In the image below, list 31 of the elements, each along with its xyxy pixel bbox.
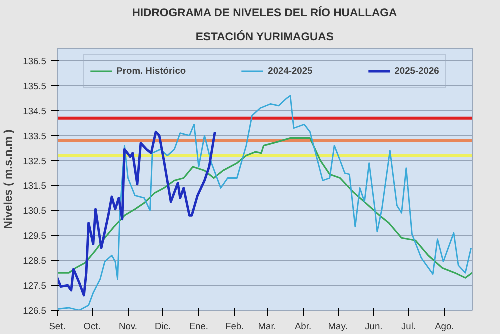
y-tick-label: 133.5 (23, 131, 46, 142)
y-tick-label: 126.5 (23, 306, 46, 316)
y-axis-title: Niveles ( m.s.n.m ) (3, 130, 16, 230)
y-tick-label: 127.5 (23, 281, 46, 292)
y-tick-label: 128.5 (23, 256, 46, 266)
x-tick-label: Dic. (154, 322, 172, 332)
x-tick-label: Ago. (435, 322, 454, 332)
legend-label: Prom. Histórico (116, 66, 186, 76)
x-tick-label: Nov. (118, 322, 138, 332)
y-tick-label: 136.5 (23, 56, 46, 66)
legend-label: 2024-2025 (268, 66, 313, 76)
x-tick-label: Abr. (294, 322, 312, 332)
x-tick-label: Ene. (189, 322, 209, 332)
x-tick-label: Oct. (84, 322, 101, 332)
y-tick-label: 129.5 (23, 231, 46, 242)
chart-subtitle: ESTACIÓN YURIMAGUAS (196, 30, 334, 44)
y-tick-label: 131.5 (23, 181, 46, 192)
x-tick-label: Set. (49, 322, 66, 332)
x-tick-label: Mar. (258, 322, 276, 332)
y-tick-label: 135.5 (23, 81, 46, 92)
y-tick-label: 134.5 (23, 106, 46, 116)
line-series (58, 130, 216, 297)
y-tick-label: 130.5 (23, 206, 46, 216)
x-tick-label: Jul. (401, 322, 416, 332)
x-tick-label: Jun. (365, 322, 383, 332)
x-tick-label: Feb. (226, 322, 244, 332)
y-tick-label: 132.5 (23, 156, 46, 166)
legend-label: 2025-2026 (394, 66, 440, 76)
x-tick-label: May. (328, 322, 348, 332)
line-series (58, 138, 472, 279)
chart-title: HIDROGRAMA DE NIVELES DEL RÍO HUALLAGA (132, 6, 398, 20)
